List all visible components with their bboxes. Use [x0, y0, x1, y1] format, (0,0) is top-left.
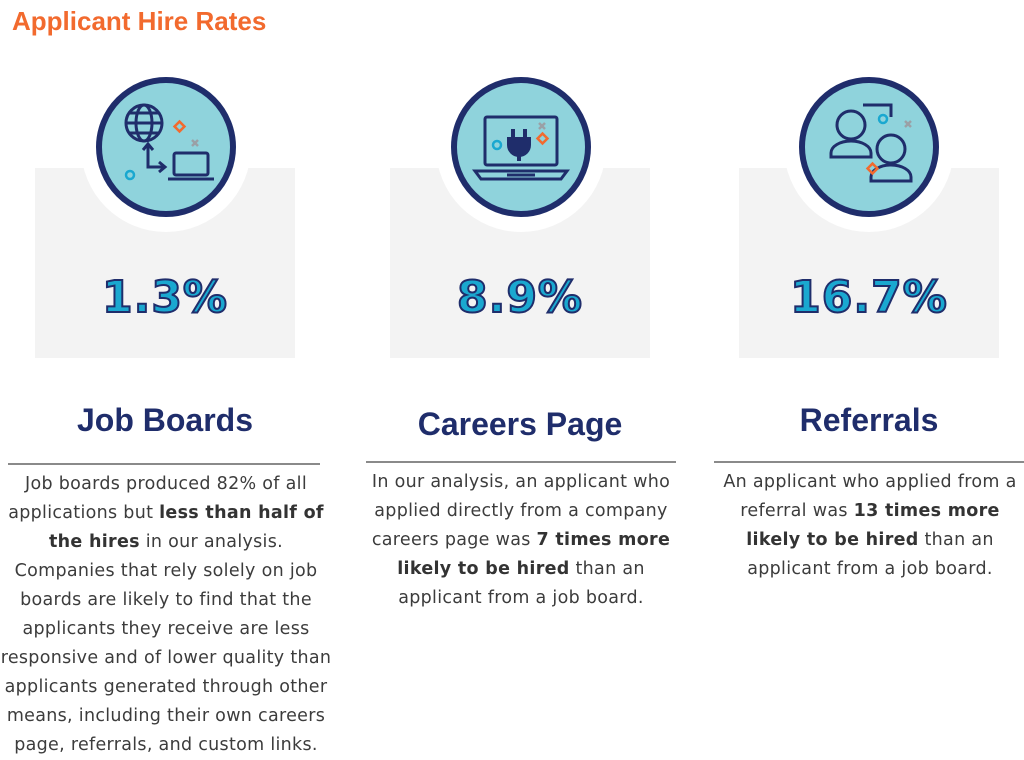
- divider: [8, 463, 320, 465]
- column-heading: Job Boards: [76, 402, 254, 438]
- hire-rate-value: 8.9%: [456, 271, 584, 324]
- hire-rate-value: 16.7%: [789, 271, 948, 324]
- icon-ring: [436, 62, 606, 232]
- column-description: Job boards produced 82% of all applicati…: [0, 474, 332, 755]
- laptop-plug-icon: [451, 77, 591, 217]
- column-description: An applicant who applied from a referral…: [723, 472, 1017, 579]
- column-description: In our analysis, an applicant who applie…: [371, 472, 671, 608]
- globe-laptop-icon: [96, 77, 236, 217]
- hire-rate-value: 1.3%: [101, 271, 229, 324]
- icon-ring: [784, 62, 954, 232]
- icon-ring: [81, 62, 251, 232]
- page-title: Applicant Hire Rates: [12, 6, 267, 36]
- people-referral-icon: [799, 77, 939, 217]
- column-heading: Careers Page: [417, 406, 623, 442]
- divider: [366, 461, 676, 463]
- divider: [714, 461, 1024, 463]
- column-heading: Referrals: [799, 402, 939, 438]
